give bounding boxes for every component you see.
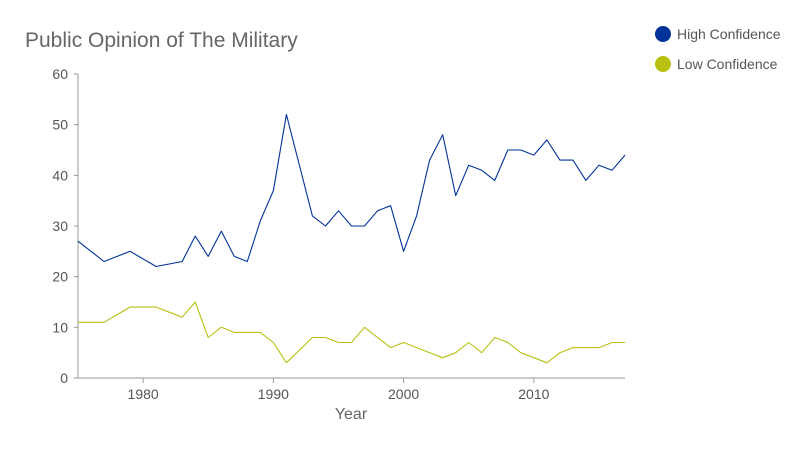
y-tick-label: 50: [52, 117, 68, 133]
plot-area: [77, 113, 626, 364]
y-tick-label: 40: [52, 167, 68, 183]
x-tick-label: 2010: [518, 386, 549, 402]
y-tick-label: 10: [52, 319, 68, 335]
y-tick-label: 60: [52, 66, 68, 82]
x-tick-label: 1990: [258, 386, 289, 402]
y-tick-label: 30: [52, 218, 68, 234]
x-tick-label: 2000: [388, 386, 419, 402]
series-line-high-confidence: [77, 113, 626, 268]
y-tick-label: 20: [52, 269, 68, 285]
y-tick-label: 0: [60, 370, 68, 386]
y-axis: 0 10 20 30 40 50 60: [52, 66, 79, 386]
x-tick-label: 1980: [128, 386, 159, 402]
legend-label-high-confidence: High Confidence: [677, 26, 781, 42]
chart-title: Public Opinion of The Military: [25, 29, 298, 52]
legend-swatch-low-confidence: [655, 56, 671, 72]
x-axis: 1980 1990 2000 2010: [78, 377, 625, 402]
legend-label-low-confidence: Low Confidence: [677, 56, 778, 72]
legend: High Confidence Low Confidence: [655, 26, 781, 72]
legend-swatch-high-confidence: [655, 26, 671, 42]
x-axis-title: Year: [335, 406, 368, 423]
series-line-low-confidence: [78, 301, 625, 364]
